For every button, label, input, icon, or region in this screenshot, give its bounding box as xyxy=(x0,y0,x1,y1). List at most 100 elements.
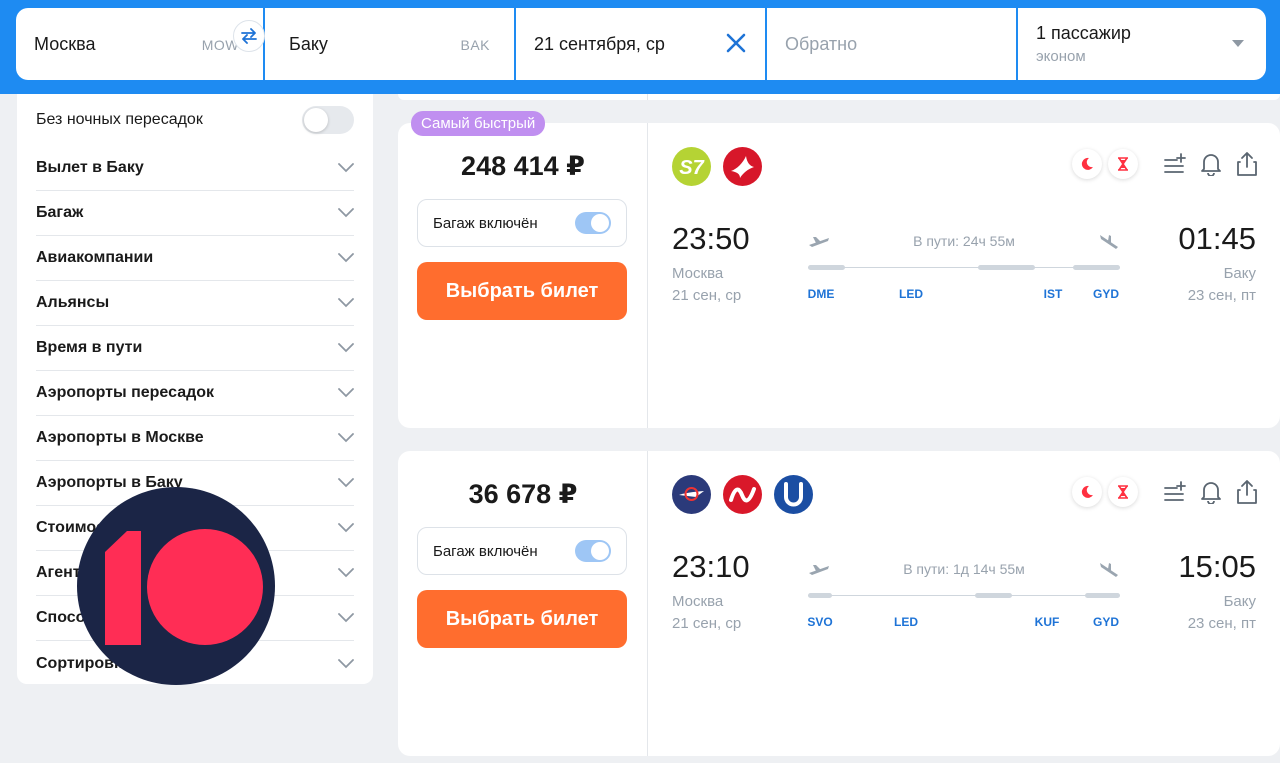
chevron-down-icon xyxy=(338,208,354,218)
return-placeholder: Обратно xyxy=(785,33,858,54)
bell-icon[interactable] xyxy=(1198,151,1224,177)
chevron-down-icon xyxy=(338,298,354,308)
chevron-down-icon xyxy=(338,388,354,398)
takeoff-icon xyxy=(809,237,829,247)
route-track xyxy=(808,593,1120,599)
landing-icon xyxy=(1100,235,1119,250)
airport-code: LED xyxy=(899,287,923,301)
departure-date: 21 сентября, ср xyxy=(534,33,665,54)
share-icon[interactable] xyxy=(1234,479,1260,505)
baggage-label: Багаж включён xyxy=(433,542,538,560)
filters-sidebar: Без ночных пересадок Вылет в Баку Багаж Ав… xyxy=(17,94,373,684)
arrival-date: 23 сен, пт xyxy=(1187,287,1256,304)
ticket-actions xyxy=(1066,149,1260,179)
turkish-airlines-logo xyxy=(723,147,762,186)
long-layover-icon xyxy=(1108,149,1138,179)
route-timeline: В пути: 1д 14ч 55м SVO LED KUF GYD xyxy=(807,555,1120,635)
chevron-down-icon xyxy=(338,658,354,668)
bell-icon[interactable] xyxy=(1198,479,1224,505)
chevron-down-icon xyxy=(338,478,354,488)
swap-button[interactable] xyxy=(233,20,265,52)
filter-row[interactable]: Время в пути xyxy=(36,326,354,371)
ticket-price-panel: 248 414 ₽ Багаж включён Выбрать билет xyxy=(398,123,648,428)
s7-logo: S7 xyxy=(672,147,711,186)
ticket-price: 248 414 ₽ xyxy=(461,151,585,181)
nordwind-logo xyxy=(723,475,762,514)
airline-logos: S7 xyxy=(672,147,762,186)
filter-label: Вылет в Баку xyxy=(36,159,144,176)
ticket-card: 248 414 ₽ Багаж включён Выбрать билет S7 xyxy=(398,123,1280,428)
filter-label: Время в пути xyxy=(36,339,143,356)
return-date-field[interactable]: Обратно xyxy=(767,8,1018,80)
airport-code: GYD xyxy=(1092,615,1120,629)
route-timeline: В пути: 24ч 55м DME LED IST GYD xyxy=(808,227,1120,307)
chevron-down-icon xyxy=(338,433,354,443)
filter-row[interactable]: Вылет в Баку xyxy=(36,146,354,191)
origin-field[interactable]: Москва MOW xyxy=(16,8,265,80)
ticket-actions xyxy=(1066,477,1260,507)
baggage-option[interactable]: Багаж включён xyxy=(417,199,627,247)
baggage-label: Багаж включён xyxy=(433,214,538,232)
filter-row[interactable]: Багаж xyxy=(36,191,354,236)
baggage-toggle[interactable] xyxy=(575,540,611,562)
close-icon[interactable] xyxy=(725,32,747,54)
filter-row[interactable]: Сортировка xyxy=(36,641,354,686)
airline-logos xyxy=(672,475,813,514)
filter-row[interactable]: Аэропорты в Москве xyxy=(36,416,354,461)
arrival-time: 15:05 xyxy=(1178,549,1256,584)
fastest-badge: Самый быстрый xyxy=(411,111,546,136)
flight-duration: В пути: 1д 14ч 55м xyxy=(903,561,1025,577)
ticket-price: 36 678 ₽ xyxy=(468,479,578,509)
night-transfers-label: Без ночных пересадок xyxy=(36,111,203,128)
filter-label: Аэропорты в Баку xyxy=(36,474,183,491)
chevron-down-icon xyxy=(338,343,354,353)
add-to-compare-icon[interactable] xyxy=(1162,479,1188,505)
passenger-count: 1 пассажир xyxy=(1036,23,1131,43)
filter-label: Багаж xyxy=(36,204,84,221)
cabin-class: эконом xyxy=(1036,48,1086,65)
filter-row[interactable]: Аэропорты пересадок xyxy=(36,371,354,416)
landing-icon xyxy=(1100,563,1118,577)
night-transfers-toggle[interactable] xyxy=(302,106,354,134)
search-bar: Москва MOW Баку BAK 21 сентября, ср Обра… xyxy=(0,0,1280,94)
passengers-field[interactable]: 1 пассажир эконом xyxy=(1018,8,1266,80)
ticket-price-panel: 36 678 ₽ Багаж включён Выбрать билет xyxy=(398,451,648,756)
filters-list: Вылет в Баку Багаж Авиакомпании Альянсы Врем… xyxy=(36,146,354,686)
svg-text:S7: S7 xyxy=(679,157,704,179)
airport-code: LED xyxy=(894,615,918,629)
departure-date-field[interactable]: 21 сентября, ср xyxy=(516,8,767,80)
route-track xyxy=(808,265,1120,271)
utair-logo xyxy=(774,475,813,514)
departure-time: 23:50 xyxy=(672,221,750,256)
filter-label: Аэропорты в Москве xyxy=(36,429,204,446)
night-flight-icon xyxy=(1072,477,1102,507)
origin-city: Москва xyxy=(34,33,96,54)
airport-code: SVO xyxy=(807,615,833,629)
filter-row[interactable]: Альянсы xyxy=(36,281,354,326)
departure-time: 23:10 xyxy=(672,549,750,584)
add-to-compare-icon[interactable] xyxy=(1162,151,1188,177)
chevron-down-icon xyxy=(1232,40,1244,47)
baggage-option[interactable]: Багаж включён xyxy=(417,527,627,575)
select-ticket-button[interactable]: Выбрать билет xyxy=(417,262,627,320)
share-icon[interactable] xyxy=(1234,151,1260,177)
swap-icon xyxy=(241,28,257,44)
origin-code: MOW xyxy=(201,37,239,53)
baggage-toggle[interactable] xyxy=(575,212,611,234)
destination-code: BAK xyxy=(460,37,490,53)
destination-field[interactable]: Баку BAK xyxy=(265,8,516,80)
chevron-down-icon xyxy=(338,253,354,263)
ticket-details: 23:10 Москва 21 сен, ср 15:05 Баку 23 се… xyxy=(648,451,1280,756)
previous-card-edge xyxy=(398,94,1280,100)
filter-row[interactable]: Авиакомпании xyxy=(36,236,354,281)
chevron-down-icon xyxy=(338,163,354,173)
filter-label: Авиакомпании xyxy=(36,249,154,266)
arrival-date: 23 сен, пт xyxy=(1187,615,1256,632)
select-ticket-button[interactable]: Выбрать билет xyxy=(417,590,627,648)
departure-city: Москва xyxy=(672,593,724,610)
brand-logo xyxy=(77,487,275,685)
filter-label: Сортировка xyxy=(36,654,131,672)
filter-label: Альянсы xyxy=(36,294,110,311)
arrival-city: Баку xyxy=(1223,593,1256,610)
long-layover-icon xyxy=(1108,477,1138,507)
